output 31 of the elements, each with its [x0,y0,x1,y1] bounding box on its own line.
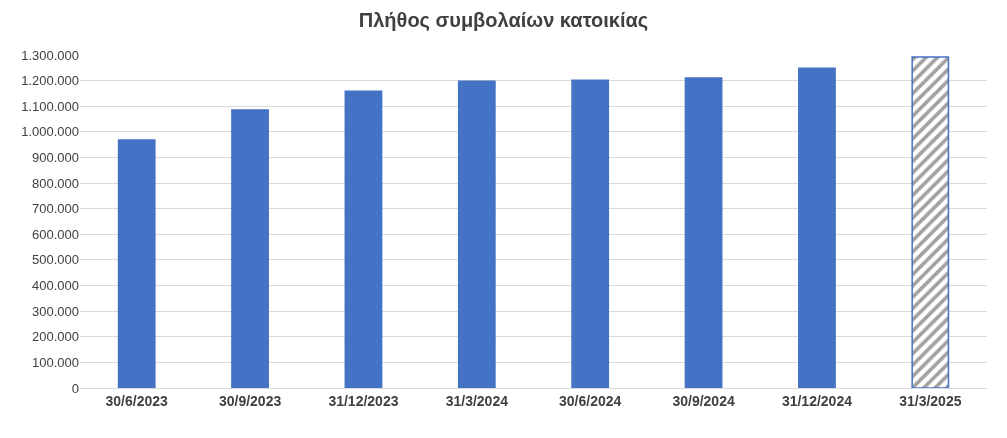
y-tick-label: 800.000 [32,175,79,191]
bar [231,109,269,388]
y-tick-label: 200.000 [32,329,79,345]
y-tick-label: 100.000 [32,354,79,370]
x-tick-label: 30/6/2023 [105,392,169,409]
y-tick-label: 400.000 [32,278,79,294]
y-tick-label: 1.100.000 [21,98,79,114]
y-tick-label: 700.000 [32,201,79,217]
x-tick-label: 30/6/2024 [559,392,622,409]
y-tick-label: 500.000 [32,252,79,268]
x-tick-label: 31/12/2024 [781,392,853,409]
x-tick-label: 30/9/2023 [218,392,282,409]
bar [117,139,156,388]
y-tick-label: 300.000 [32,303,79,319]
bar [684,77,723,388]
x-tick-label: 30/9/2024 [672,392,735,409]
bar [457,80,496,388]
chart-title: Πλήθος συμβολαίων κατοικίας [358,9,649,32]
y-tick-label: 600.000 [32,226,79,242]
y-tick-label: 0 [71,380,79,396]
bar [911,56,950,388]
y-tick-label: 1.000.000 [21,124,79,140]
bar [798,67,836,388]
bar [344,90,383,388]
bar [571,79,610,388]
y-tick-label: 1.300.000 [21,47,79,63]
y-tick-label: 900.000 [32,150,79,166]
x-tick-label: 31/12/2023 [328,392,399,409]
x-tick-label: 31/3/2024 [445,392,509,409]
y-tick-label: 1.200.000 [21,73,79,89]
x-tick-label: 31/3/2025 [899,392,962,409]
